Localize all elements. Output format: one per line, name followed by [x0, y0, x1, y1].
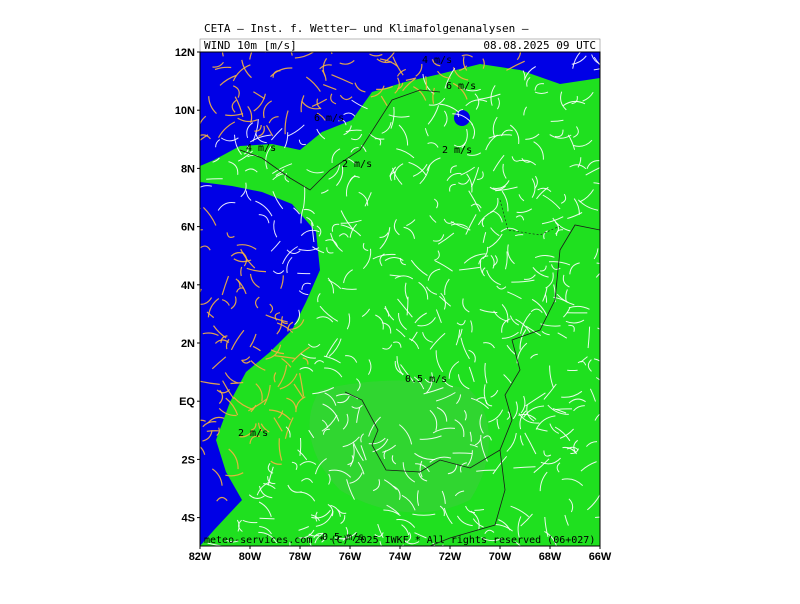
strong-wind-area	[454, 110, 470, 126]
lon-label: 80W	[239, 551, 262, 563]
lat-label: 12N	[175, 47, 195, 59]
valid-time: 08.08.2025 09 UTC	[483, 39, 596, 52]
contour-label: 2 m/s	[342, 159, 372, 170]
streamline	[453, 453, 473, 454]
lat-label: 4N	[181, 280, 195, 292]
contour-label: 0.5 m/s	[405, 374, 447, 385]
lon-label: 66W	[589, 551, 612, 563]
streamline	[260, 518, 275, 519]
streamline	[595, 517, 612, 518]
parameter: WIND 10m [m/s]	[204, 39, 297, 52]
streamline	[207, 431, 219, 432]
contour-label: 6 m/s	[446, 81, 476, 92]
lon-label: 78W	[289, 551, 312, 563]
lon-label: 70W	[489, 551, 512, 563]
copyright: meteo-services.com * (C) 2025 IWKF * All…	[204, 535, 595, 546]
contour-label: 2 m/s	[238, 428, 268, 439]
contour-label: 4 m/s	[422, 55, 452, 66]
contour-label: 4 m/s	[246, 143, 276, 154]
streamline	[599, 59, 611, 61]
lat-label: 2S	[182, 454, 195, 466]
lon-label: 74W	[389, 551, 412, 563]
lat-label: 4S	[182, 513, 195, 525]
lon-label: 82W	[189, 551, 212, 563]
wind-field	[190, 35, 615, 564]
lat-label: EQ	[179, 396, 195, 408]
lat-label: 10N	[175, 105, 195, 117]
lon-label: 76W	[339, 551, 362, 563]
lat-label: 8N	[181, 163, 195, 175]
lon-label: 68W	[539, 551, 562, 563]
lat-label: 2N	[181, 338, 195, 350]
lon-label: 72W	[439, 551, 462, 563]
lat-label: 6N	[181, 222, 195, 234]
contour-label: 6 m/s	[314, 113, 344, 124]
contour-label: 2 m/s	[442, 145, 472, 156]
map-title: CETA — Inst. f. Wetter— und Klimafolgena…	[204, 22, 529, 35]
